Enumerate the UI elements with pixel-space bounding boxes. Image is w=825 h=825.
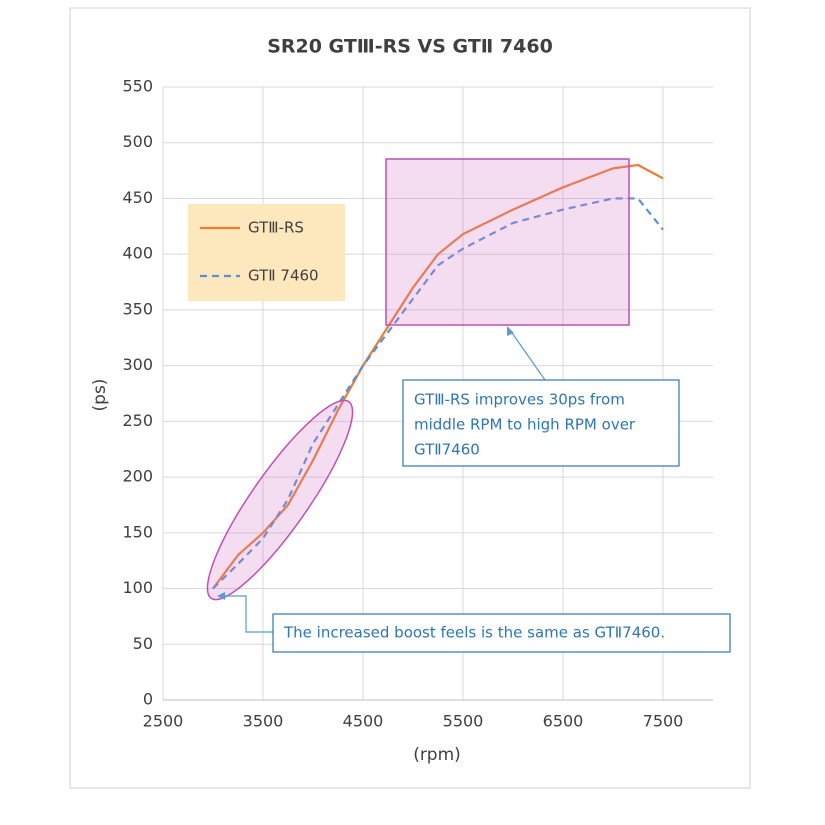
arrowhead	[507, 326, 514, 336]
annotation-text: The increased boost feels is the same as…	[283, 624, 665, 642]
y-tick-label: 250	[122, 411, 153, 430]
arrowhead	[217, 592, 225, 600]
y-tick-label: 450	[122, 188, 153, 207]
annotation-text: middle RPM to high RPM over	[414, 416, 636, 434]
legend	[188, 204, 345, 301]
y-tick-label: 500	[122, 132, 153, 151]
callout-box	[402, 379, 680, 467]
x-tick-label: 3500	[243, 712, 284, 731]
x-tick-label: 4500	[343, 712, 384, 731]
y-tick-label: 350	[122, 299, 153, 318]
y-tick-label: 0	[143, 690, 153, 709]
y-tick-label: 400	[122, 244, 153, 263]
series-line	[212, 163, 664, 590]
y-axis-label: (ps)	[90, 379, 110, 412]
callout-arrow	[222, 595, 273, 633]
callout-box	[272, 613, 731, 653]
x-tick-label: 6500	[543, 712, 584, 731]
annotation-text: GTⅢ-RS improves 30ps from	[414, 391, 625, 409]
y-tick-label: 300	[122, 355, 153, 374]
y-tick-label: 50	[133, 634, 153, 653]
legend-label: GTⅢ-RS	[248, 219, 304, 237]
y-tick-label: 550	[122, 77, 153, 96]
x-tick-label: 5500	[443, 712, 484, 731]
chart-title: SR20 GTⅢ-RS VS GTⅡ 7460	[267, 36, 553, 58]
highlight-box	[385, 158, 630, 326]
x-axis-label: (rpm)	[413, 745, 461, 765]
legend-label: GTⅡ 7460	[248, 267, 319, 285]
annotation-text: GTⅡ7460	[414, 441, 480, 459]
y-tick-label: 200	[122, 467, 153, 486]
highlight-ellipse	[206, 399, 354, 601]
x-tick-label: 7500	[643, 712, 684, 731]
y-tick-label: 100	[122, 578, 153, 597]
x-tick-label: 2500	[143, 712, 184, 731]
y-tick-label: 150	[122, 522, 153, 541]
callout-arrow	[509, 329, 546, 381]
